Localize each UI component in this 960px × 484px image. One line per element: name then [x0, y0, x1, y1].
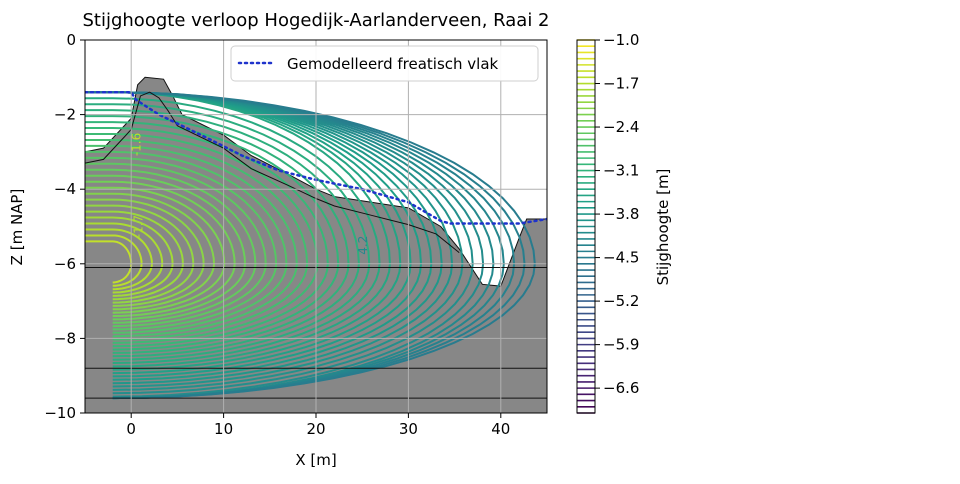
legend-box [230, 45, 539, 82]
contour-line [85, 109, 360, 358]
contour-line [85, 186, 226, 314]
contour-line [85, 234, 143, 287]
colorbar-tick-label: −1.7 [603, 75, 639, 93]
contour-line [85, 103, 371, 361]
contour-line [85, 139, 309, 341]
colorbar-tick-label: −3.1 [603, 162, 639, 180]
contour-line [85, 91, 423, 378]
y-tick-label: −2 [54, 106, 76, 124]
phreatic-line-series [85, 90, 547, 225]
contour-line [85, 204, 195, 304]
y-tick-label: 0 [66, 31, 76, 49]
contour-label: -1.7 [131, 215, 145, 238]
y-tick-label: −8 [54, 329, 76, 347]
contour-line [85, 91, 433, 381]
contour-line [85, 91, 443, 385]
contour-line [85, 91, 536, 400]
contour-line [85, 222, 164, 294]
legend: Gemodelleerd freatisch vlak [230, 45, 539, 82]
contour-labels: -1.6 -1.7 4.2 [129, 133, 369, 255]
contour-line [85, 91, 402, 371]
y-tick-label: −6 [54, 255, 76, 273]
axes: 0 10 20 30 40 0 −2 −4 −6 −8 −10 [44, 31, 548, 438]
colorbar-frame [576, 39, 596, 414]
x-tick-label: 20 [306, 420, 325, 438]
contour-line [85, 91, 412, 375]
chart-title: Stijghoogte verloop Hogedijk-Aarlanderve… [82, 10, 549, 31]
legend-label: Gemodelleerd freatisch vlak [287, 55, 499, 73]
contour-label: 4.2 [356, 236, 370, 255]
contour-line [85, 216, 174, 297]
contour-label: -1.6 [129, 133, 143, 156]
contour-line [85, 121, 340, 351]
x-tick-label: 40 [491, 420, 510, 438]
y-tick-label: −10 [44, 404, 76, 422]
x-tick-label: 30 [399, 420, 418, 438]
colorbar-tick-label: −6.6 [603, 379, 639, 397]
x-tick-label: 10 [214, 420, 233, 438]
colorbar-label: Stijghoogte [m] [654, 169, 672, 286]
contour-line [85, 210, 184, 301]
x-axis-label: X [m] [295, 451, 336, 469]
contour-line [85, 133, 319, 344]
y-tick-label: −4 [54, 180, 76, 198]
contour-line [85, 192, 216, 311]
contour-line [85, 127, 329, 348]
colorbar-tick-label: −5.2 [603, 292, 639, 310]
colorbar-tick-label: −2.4 [603, 118, 639, 136]
contour-line [85, 150, 288, 334]
contour-line [85, 162, 267, 328]
y-axis-label: Z [m NAP] [8, 189, 26, 266]
contour-line [85, 144, 298, 338]
colorbar-tick-label: −4.5 [603, 249, 639, 267]
contour-line [85, 180, 236, 317]
colorbar: −1.0 −1.7 −2.4 −3.1 −3.8 −4.5 −5.2 −5.9 −6.6 [576, 31, 639, 414]
contour-line [85, 198, 205, 307]
contour-line [85, 156, 278, 331]
contour-line [85, 174, 247, 321]
contour-line [85, 115, 350, 354]
contour-lines [85, 91, 536, 400]
colorbar-tick-label: −3.8 [603, 205, 639, 223]
x-tick-label: 0 [126, 420, 136, 438]
contour-line [85, 228, 153, 291]
phreatic-line [85, 90, 547, 225]
contour-line [85, 168, 257, 324]
colorbar-tick-label: −5.9 [603, 336, 639, 354]
contour-line [85, 91, 391, 368]
colorbar-tick-label: −1.0 [603, 31, 639, 49]
contour-line [85, 97, 381, 364]
